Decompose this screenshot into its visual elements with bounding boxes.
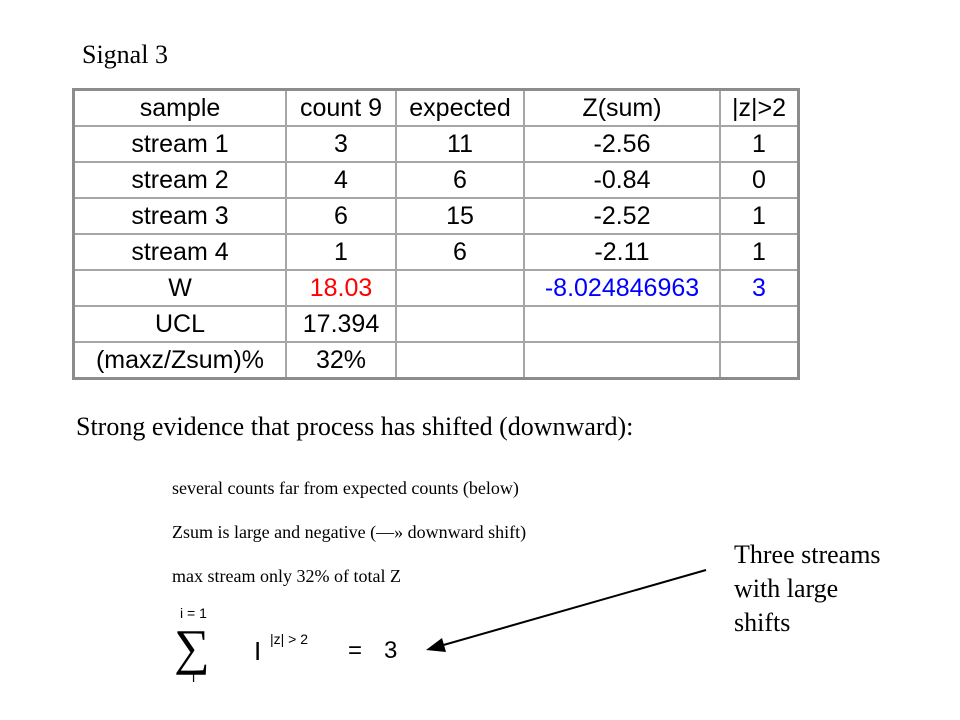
table-cell [719,305,800,343]
table-row: stream 3 6 15 -2.52 1 [72,197,800,235]
table-cell: stream 4 [72,233,287,271]
list-item: several counts far from expected counts … [172,478,519,498]
list-item: Zsum is large and negative (—» downward … [172,522,527,542]
callout-line: with large [734,574,839,603]
table-cell [719,341,800,380]
sum-upper-limit: i = 1 [180,605,207,621]
table-cell: stream 2 [72,161,287,199]
table-cell: expected [395,88,525,127]
table-row: stream 2 4 6 -0.84 0 [72,161,800,199]
table-cell: 15 [395,197,525,235]
formula-equals: = [348,637,362,664]
sum-lower-limit: i [192,669,195,685]
sum-icon: ∑ [174,619,210,675]
table-cell [523,305,721,343]
table-row: W 18.03 -8.024846963 3 [72,269,800,307]
table-cell: 4 [285,161,397,199]
table-cell: 32% [285,341,397,380]
table-row: (maxz/Zsum)% 32% [72,341,800,380]
list-item: max stream only 32% of total Z [172,566,401,586]
table-cell: -0.84 [523,161,721,199]
table-cell: stream 1 [72,125,287,163]
table-cell: sample [72,88,287,127]
page-title: Signal 3 [82,40,168,69]
table-cell [523,341,721,380]
table-cell: count 9 [285,88,397,127]
table-cell [395,341,525,380]
indicator-condition: |z| > 2 [270,631,308,647]
table-cell: 11 [395,125,525,163]
table-cell [395,305,525,343]
table-cell: 3 [719,269,800,307]
table-cell [395,269,525,307]
table-cell: |z|>2 [719,88,800,127]
callout-line: Three streams [734,540,881,569]
table-cell: UCL [72,305,287,343]
signal-table: sample count 9 expected Z(sum) |z|>2 str… [72,88,800,380]
table-cell: 17.394 [285,305,397,343]
table-cell: 6 [285,197,397,235]
table-cell: W [72,269,287,307]
evidence-statement: Strong evidence that process has shifted… [76,412,634,441]
table-cell: -2.56 [523,125,721,163]
table-cell: 1 [719,233,800,271]
table-cell: 6 [395,233,525,271]
table-cell: 1 [719,125,800,163]
evidence-list: several counts far from expected counts … [172,476,526,608]
callout-note: Three streams with large shifts [734,538,881,640]
table-cell: -8.024846963 [523,269,721,307]
table-cell: 0 [719,161,800,199]
table-cell: 18.03 [285,269,397,307]
table-row: UCL 17.394 [72,305,800,343]
formula-result: 3 [384,637,397,664]
table-cell: -2.52 [523,197,721,235]
table-cell: (maxz/Zsum)% [72,341,287,380]
table-cell: 6 [395,161,525,199]
table-cell: 3 [285,125,397,163]
table-cell: 1 [285,233,397,271]
indicator-sum-formula: i = 1 ∑ i I |z| > 2 = 3 [174,605,397,685]
indicator-symbol: I [254,636,261,666]
callout-line: shifts [734,608,791,637]
table-cell: -2.11 [523,233,721,271]
table-header-row: sample count 9 expected Z(sum) |z|>2 [72,88,800,127]
table-cell: Z(sum) [523,88,721,127]
table-cell: stream 3 [72,197,287,235]
table-row: stream 1 3 11 -2.56 1 [72,125,800,163]
table-row: stream 4 1 6 -2.11 1 [72,233,800,271]
table-cell: 1 [719,197,800,235]
